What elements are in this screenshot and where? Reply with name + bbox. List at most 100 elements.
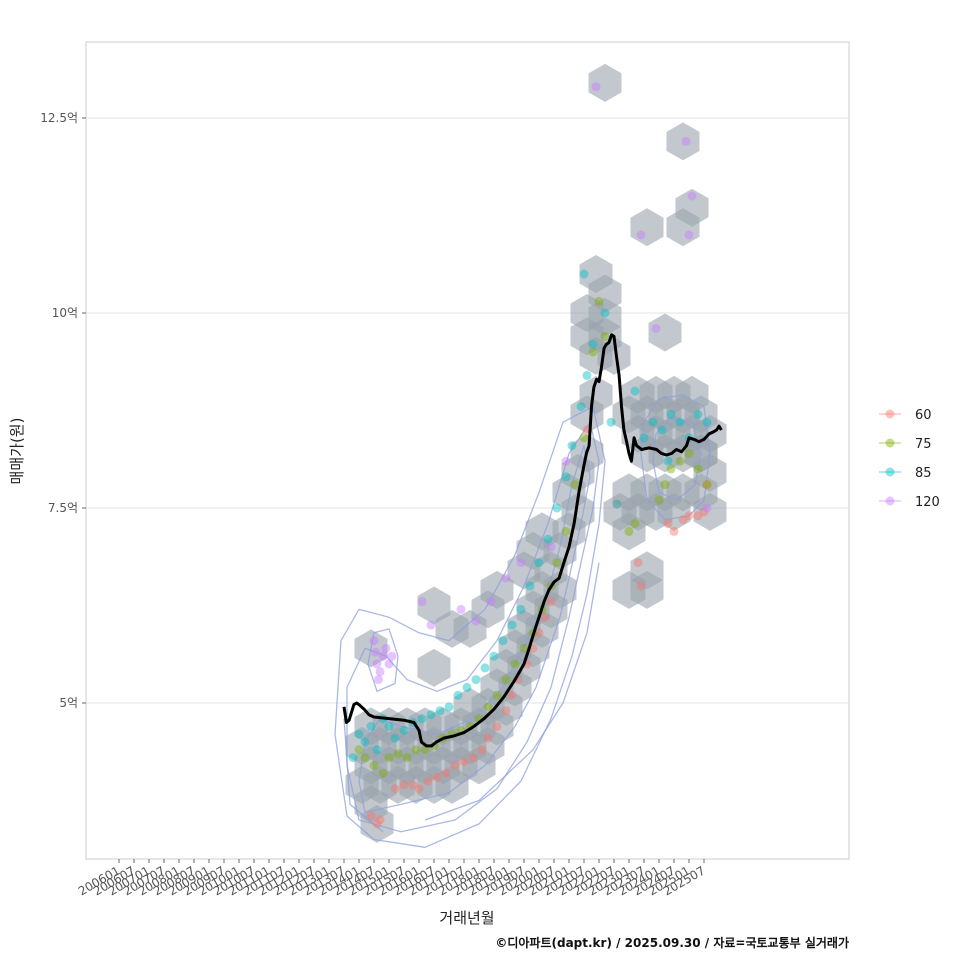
point-60-7 bbox=[423, 776, 433, 786]
point-75-0 bbox=[354, 745, 364, 755]
point-75-18 bbox=[510, 659, 520, 669]
point-85-32 bbox=[600, 308, 610, 318]
point-75-33 bbox=[660, 480, 670, 490]
point-75-29 bbox=[600, 331, 610, 341]
point-60-30 bbox=[678, 515, 688, 525]
hexbin-50 bbox=[561, 492, 595, 531]
point-75-38 bbox=[702, 480, 712, 490]
point-85-15 bbox=[462, 682, 472, 692]
point-85-43 bbox=[702, 417, 712, 427]
y-axis: 5억 7.5억 10억 12.5억 bbox=[40, 111, 86, 710]
x-axis-title: 거래년월 bbox=[439, 909, 494, 927]
point-60-9 bbox=[441, 768, 451, 778]
legend-key-point-75 bbox=[885, 438, 895, 448]
point-75-36 bbox=[684, 448, 694, 458]
point-85-6 bbox=[384, 721, 394, 731]
point-85-13 bbox=[444, 702, 454, 712]
point-120-7 bbox=[371, 647, 380, 657]
point-85-44 bbox=[663, 456, 673, 466]
point-75-37 bbox=[693, 464, 703, 474]
point-60-5 bbox=[408, 780, 418, 790]
point-85-16 bbox=[471, 675, 481, 685]
point-85-3 bbox=[366, 721, 376, 731]
contour-line-5 bbox=[640, 394, 711, 521]
contour-line-2 bbox=[334, 405, 606, 848]
point-60-11 bbox=[459, 757, 469, 766]
point-60-15 bbox=[492, 721, 502, 731]
point-85-17 bbox=[480, 663, 490, 673]
caption: ©디아파트(dapt.kr) / 2025.09.30 / 자료=국토교통부 실… bbox=[495, 935, 849, 950]
hexbin-70 bbox=[480, 570, 514, 609]
point-75-3 bbox=[378, 768, 388, 778]
legend-label-75: 75 bbox=[915, 437, 932, 452]
point-120-10 bbox=[426, 620, 436, 630]
point-120-5 bbox=[384, 659, 394, 669]
point-120-23 bbox=[684, 230, 694, 240]
point-75-15 bbox=[483, 702, 493, 712]
legend-key-point-60 bbox=[885, 409, 895, 419]
point-60-8 bbox=[432, 772, 442, 782]
point-120-2 bbox=[375, 667, 385, 677]
point-75-26 bbox=[579, 433, 589, 443]
point-85-4 bbox=[372, 745, 382, 755]
point-75-4 bbox=[384, 753, 394, 763]
point-60-4 bbox=[399, 780, 409, 790]
point-120-18 bbox=[591, 82, 601, 92]
point-75-7 bbox=[411, 745, 421, 755]
point-85-26 bbox=[561, 472, 571, 482]
point-60-22 bbox=[540, 612, 550, 622]
point-75-34 bbox=[666, 464, 676, 474]
point-85-40 bbox=[675, 417, 685, 427]
point-75-6 bbox=[402, 753, 412, 763]
point-120-1 bbox=[372, 659, 382, 669]
legend-key-point-85 bbox=[885, 467, 895, 477]
y-tick-label-3: 12.5억 bbox=[40, 111, 78, 125]
point-85-31 bbox=[579, 269, 589, 279]
point-120-0 bbox=[369, 636, 379, 646]
point-75-35 bbox=[675, 456, 685, 466]
point-85-22 bbox=[525, 581, 535, 591]
point-75-30 bbox=[624, 526, 634, 536]
point-75-24 bbox=[561, 526, 571, 536]
point-60-33 bbox=[699, 507, 709, 517]
point-120-3 bbox=[378, 651, 388, 661]
point-85-21 bbox=[516, 604, 526, 614]
point-75-28 bbox=[594, 296, 604, 306]
point-85-24 bbox=[543, 534, 553, 544]
point-85-25 bbox=[552, 503, 562, 513]
point-120-4 bbox=[381, 643, 391, 653]
point-60-25 bbox=[612, 499, 622, 509]
point-120-6 bbox=[387, 651, 397, 661]
point-85-34 bbox=[612, 499, 622, 509]
point-120-13 bbox=[486, 597, 496, 607]
point-60-23 bbox=[546, 597, 556, 607]
point-75-5 bbox=[393, 749, 403, 759]
point-60-0 bbox=[366, 811, 376, 821]
point-75-19 bbox=[519, 643, 529, 653]
contour-line-6 bbox=[652, 417, 702, 501]
point-120-17 bbox=[561, 456, 571, 466]
point-60-16 bbox=[501, 706, 511, 716]
point-120-9 bbox=[417, 597, 427, 607]
y-tick-label-0: 5억 bbox=[59, 696, 78, 710]
hexbin-layer bbox=[345, 63, 727, 843]
point-75-1 bbox=[360, 753, 370, 763]
point-120-12 bbox=[471, 616, 481, 626]
point-120-15 bbox=[516, 558, 526, 568]
point-85-42 bbox=[693, 409, 703, 419]
y-tick-label-1: 7.5억 bbox=[48, 501, 78, 515]
trend-line bbox=[342, 333, 723, 748]
hexbin-110 bbox=[666, 122, 700, 161]
point-60-32 bbox=[693, 511, 703, 521]
point-85-12 bbox=[435, 706, 445, 716]
legend-label-120: 120 bbox=[915, 495, 940, 510]
point-120-19 bbox=[636, 230, 646, 240]
point-85-0 bbox=[348, 753, 358, 763]
point-85-36 bbox=[639, 433, 649, 443]
point-120-21 bbox=[681, 136, 691, 146]
point-85-37 bbox=[648, 417, 658, 427]
point-60-13 bbox=[477, 745, 487, 755]
hexbin-54 bbox=[579, 375, 613, 414]
hexbin-63 bbox=[588, 63, 622, 102]
hexbin-106 bbox=[648, 313, 682, 352]
